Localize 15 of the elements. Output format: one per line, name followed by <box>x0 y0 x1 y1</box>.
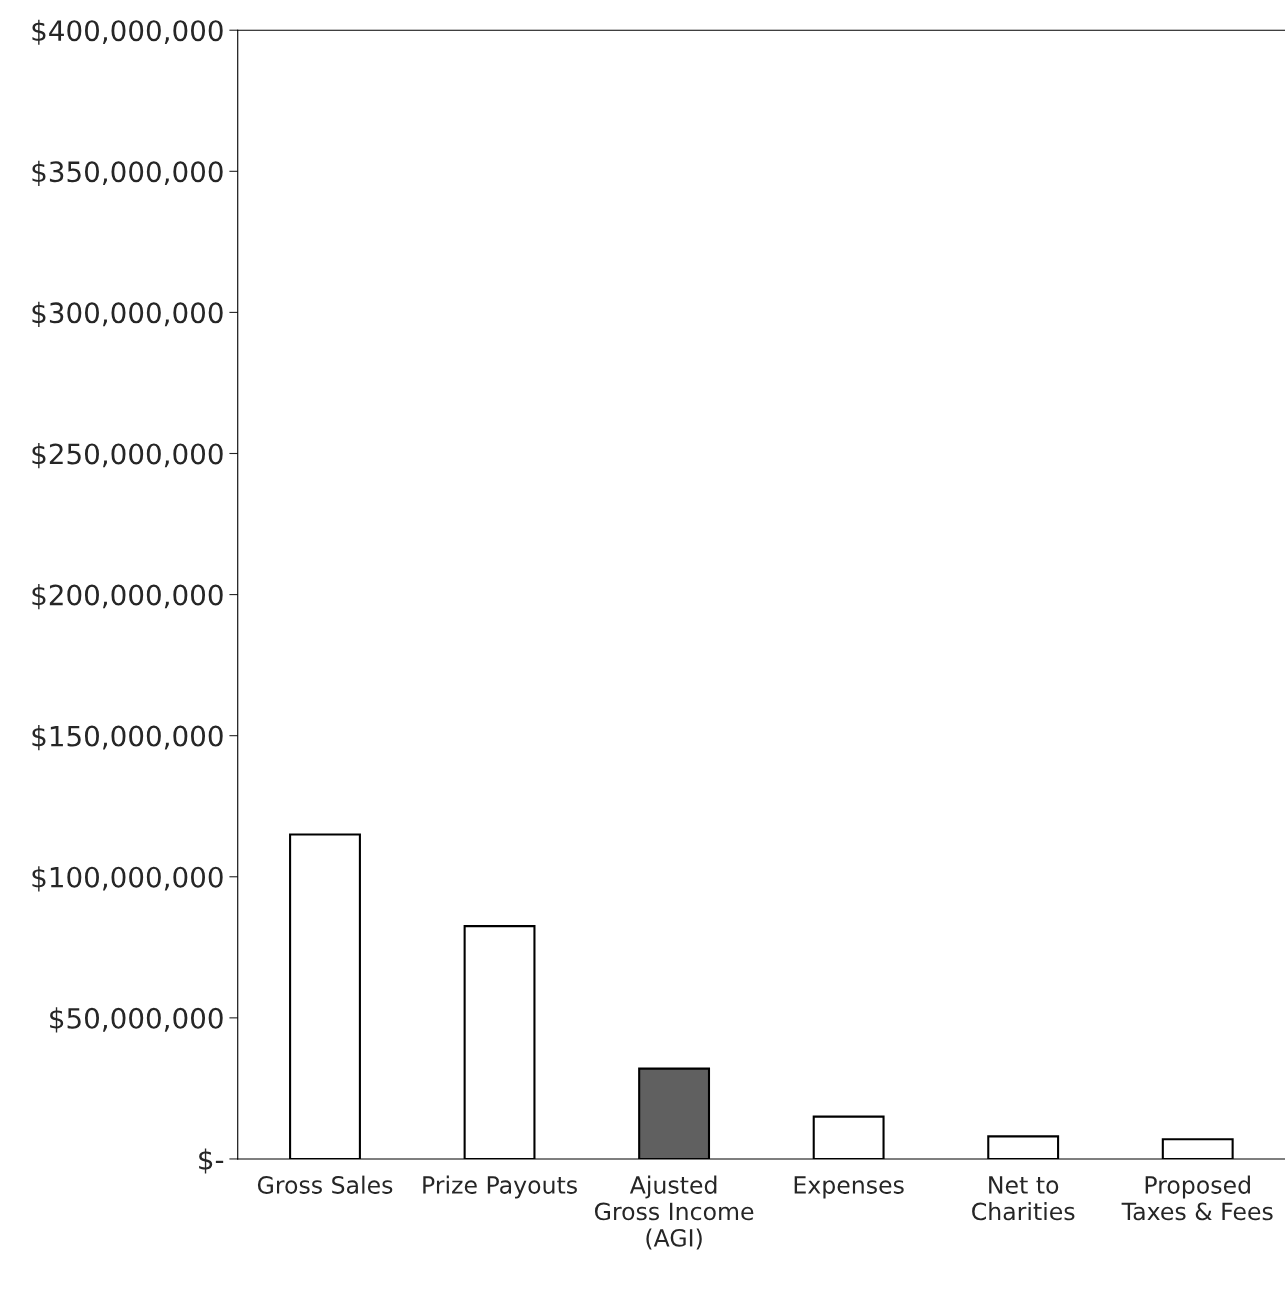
x-tick-label: Gross Sales <box>257 1175 393 1194</box>
x-tick-label: Proposed Taxes & Fees <box>1121 1175 1273 1221</box>
y-tick-label: $100,000,000 <box>32 866 223 892</box>
y-tick-label: $- <box>199 1148 224 1174</box>
y-tick-label: $200,000,000 <box>32 584 223 610</box>
y-tick-label: $300,000,000 <box>32 301 223 328</box>
y-tick-label: $150,000,000 <box>32 725 223 751</box>
x-tick-label: Expenses <box>794 1176 904 1199</box>
x-tick-label: Prize Payouts <box>423 1175 577 1199</box>
x-tick-label: Ajusted Gross Income (AGI) <box>594 1175 754 1250</box>
x-tick-label: Net to Charities <box>972 1176 1075 1221</box>
y-tick-label: $350,000,000 <box>32 160 223 186</box>
y-tick-label: $400,000,000 <box>32 19 223 45</box>
y-tick-label: $50,000,000 <box>50 1007 223 1033</box>
y-tick-label: $250,000,000 <box>32 442 223 469</box>
